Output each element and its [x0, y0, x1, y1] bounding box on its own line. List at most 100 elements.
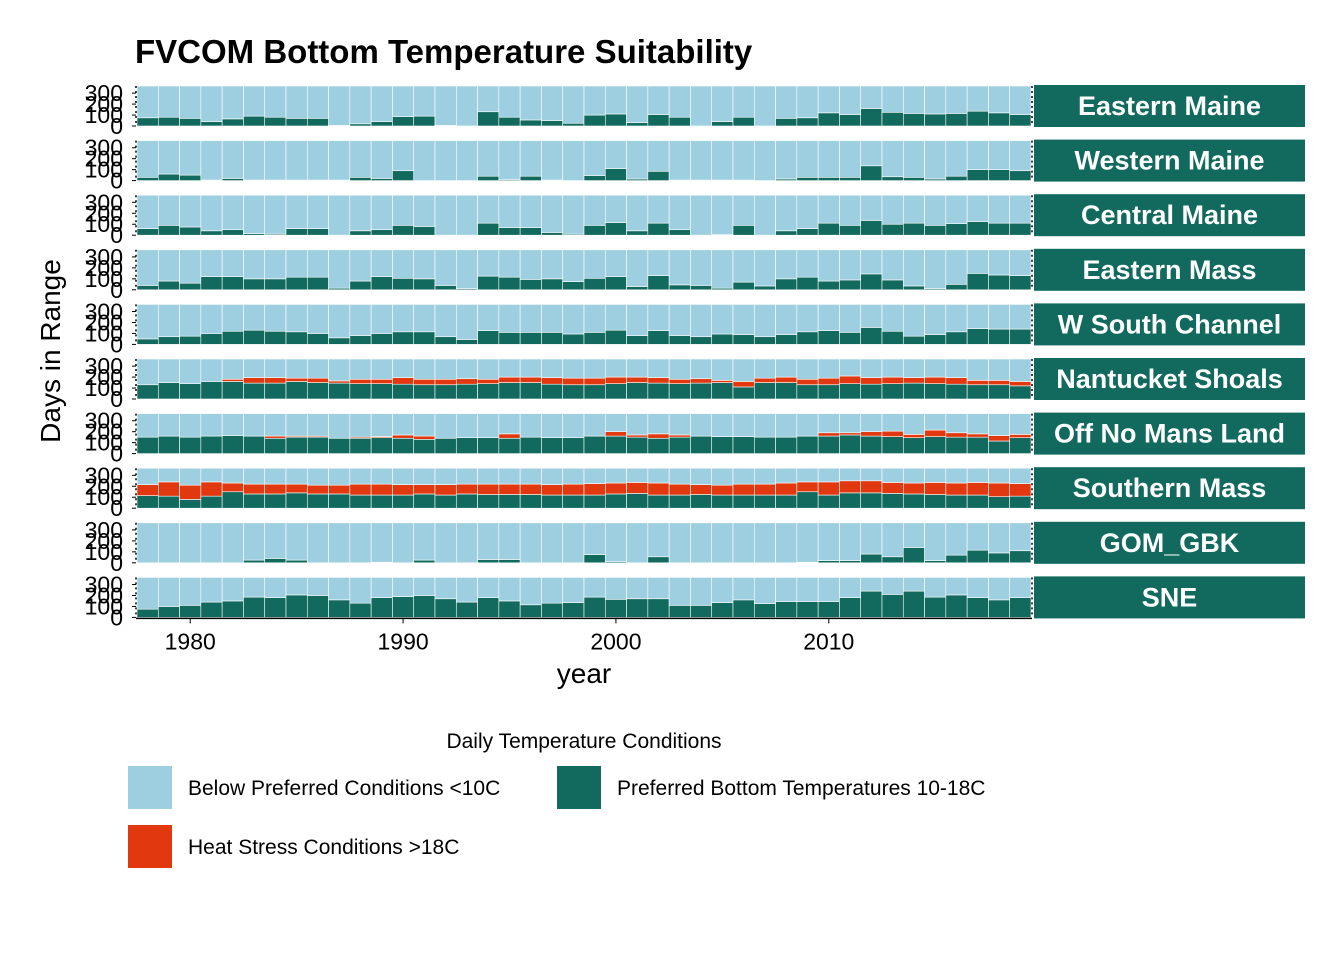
- bar-preferred: [562, 494, 585, 509]
- bar-heat-stress: [924, 482, 947, 495]
- bar-preferred: [328, 493, 351, 509]
- bar-below-preferred: [839, 413, 862, 434]
- bar-preferred: [732, 116, 755, 127]
- bar-below-preferred: [434, 249, 457, 286]
- bar-below-preferred: [583, 467, 606, 484]
- bar-heat-stress: [434, 484, 457, 496]
- bar-below-preferred: [477, 85, 500, 113]
- bar-below-preferred: [966, 140, 989, 170]
- bar-below-preferred: [626, 577, 649, 600]
- bar-below-preferred: [392, 522, 415, 564]
- bar-heat-stress: [988, 482, 1011, 497]
- bar-heat-stress: [328, 380, 351, 384]
- bar-heat-stress: [434, 378, 457, 386]
- bar-preferred: [562, 437, 585, 454]
- bar-heat-stress: [945, 482, 968, 496]
- bar-preferred: [711, 382, 734, 400]
- bar-below-preferred: [413, 249, 436, 280]
- bar-below-preferred: [157, 249, 180, 282]
- bar-below-preferred: [519, 140, 542, 177]
- bar-below-preferred: [775, 249, 798, 280]
- bar-preferred: [775, 494, 798, 509]
- bar-below-preferred: [243, 358, 266, 378]
- bar-preferred: [796, 601, 819, 618]
- bar-heat-stress: [264, 483, 287, 495]
- bar-below-preferred: [157, 358, 180, 383]
- bar-below-preferred: [413, 304, 436, 333]
- bar-preferred: [604, 383, 627, 400]
- bar-heat-stress: [924, 429, 947, 437]
- bar-preferred: [370, 276, 393, 291]
- legend: Daily Temperature Conditions Below Prefe…: [128, 730, 985, 868]
- bar-heat-stress: [690, 378, 713, 384]
- bar-below-preferred: [243, 467, 266, 485]
- bar-below-preferred: [370, 249, 393, 277]
- bar-preferred: [264, 558, 287, 564]
- y-tick-label: 0: [110, 604, 123, 630]
- bar-below-preferred: [796, 140, 819, 178]
- bar-preferred: [1009, 170, 1032, 181]
- bar-preferred: [413, 278, 436, 291]
- bar-below-preferred: [924, 304, 947, 335]
- bar-heat-stress: [902, 482, 925, 495]
- bar-heat-stress: [370, 378, 393, 384]
- bar-below-preferred: [157, 194, 180, 226]
- bar-preferred: [924, 560, 947, 564]
- bar-below-preferred: [349, 522, 372, 564]
- legend-item: Heat Stress Conditions >18C: [128, 825, 459, 868]
- bar-below-preferred: [370, 522, 393, 563]
- bar-preferred: [349, 335, 372, 345]
- bar-preferred: [349, 123, 372, 127]
- bar-heat-stress: [583, 483, 606, 496]
- bar-below-preferred: [136, 249, 159, 286]
- bar-preferred: [285, 118, 308, 127]
- bar-preferred: [413, 559, 436, 564]
- bar-preferred: [264, 278, 287, 291]
- bar-preferred: [328, 337, 351, 345]
- bar-preferred: [945, 175, 968, 181]
- strip-label: Nantucket Shoals: [1056, 364, 1283, 394]
- bar-below-preferred: [902, 140, 925, 178]
- y-tick-label: 0: [110, 168, 123, 194]
- bar-preferred: [136, 495, 159, 509]
- bar-preferred: [881, 279, 904, 291]
- bar-preferred: [285, 492, 308, 509]
- bar-below-preferred: [902, 577, 925, 592]
- bar-preferred: [179, 118, 202, 127]
- bar-below-preferred: [264, 85, 287, 118]
- bar-preferred: [519, 604, 542, 618]
- bar-preferred: [392, 331, 415, 345]
- bar-below-preferred: [881, 522, 904, 558]
- bar-preferred: [647, 275, 670, 291]
- bar-preferred: [285, 559, 308, 564]
- chart-title: FVCOM Bottom Temperature Suitability: [135, 33, 753, 70]
- bar-preferred: [434, 336, 457, 345]
- bar-below-preferred: [434, 522, 457, 564]
- bar-below-preferred: [860, 85, 883, 109]
- bar-preferred: [647, 114, 670, 127]
- bar-preferred: [562, 384, 585, 400]
- bar-preferred: [945, 113, 968, 127]
- bar-heat-stress: [413, 435, 436, 440]
- bar-below-preferred: [732, 249, 755, 283]
- bar-preferred: [498, 276, 521, 291]
- bar-below-preferred: [541, 249, 564, 280]
- bar-below-preferred: [924, 467, 947, 483]
- bar-preferred: [157, 495, 180, 509]
- bar-heat-stress: [583, 377, 606, 386]
- bar-preferred: [498, 227, 521, 236]
- bar-below-preferred: [179, 522, 202, 564]
- bar-below-preferred: [690, 358, 713, 380]
- bar-preferred: [817, 384, 840, 400]
- bar-below-preferred: [200, 249, 223, 277]
- bar-below-preferred: [732, 358, 755, 382]
- bar-below-preferred: [732, 194, 755, 226]
- bar-below-preferred: [541, 577, 564, 604]
- bar-preferred: [881, 176, 904, 181]
- bar-below-preferred: [988, 85, 1011, 114]
- bar-preferred: [988, 112, 1011, 127]
- bar-preferred: [860, 590, 883, 618]
- bar-preferred: [583, 277, 606, 291]
- bar-preferred: [221, 381, 244, 400]
- bar-preferred: [541, 332, 564, 345]
